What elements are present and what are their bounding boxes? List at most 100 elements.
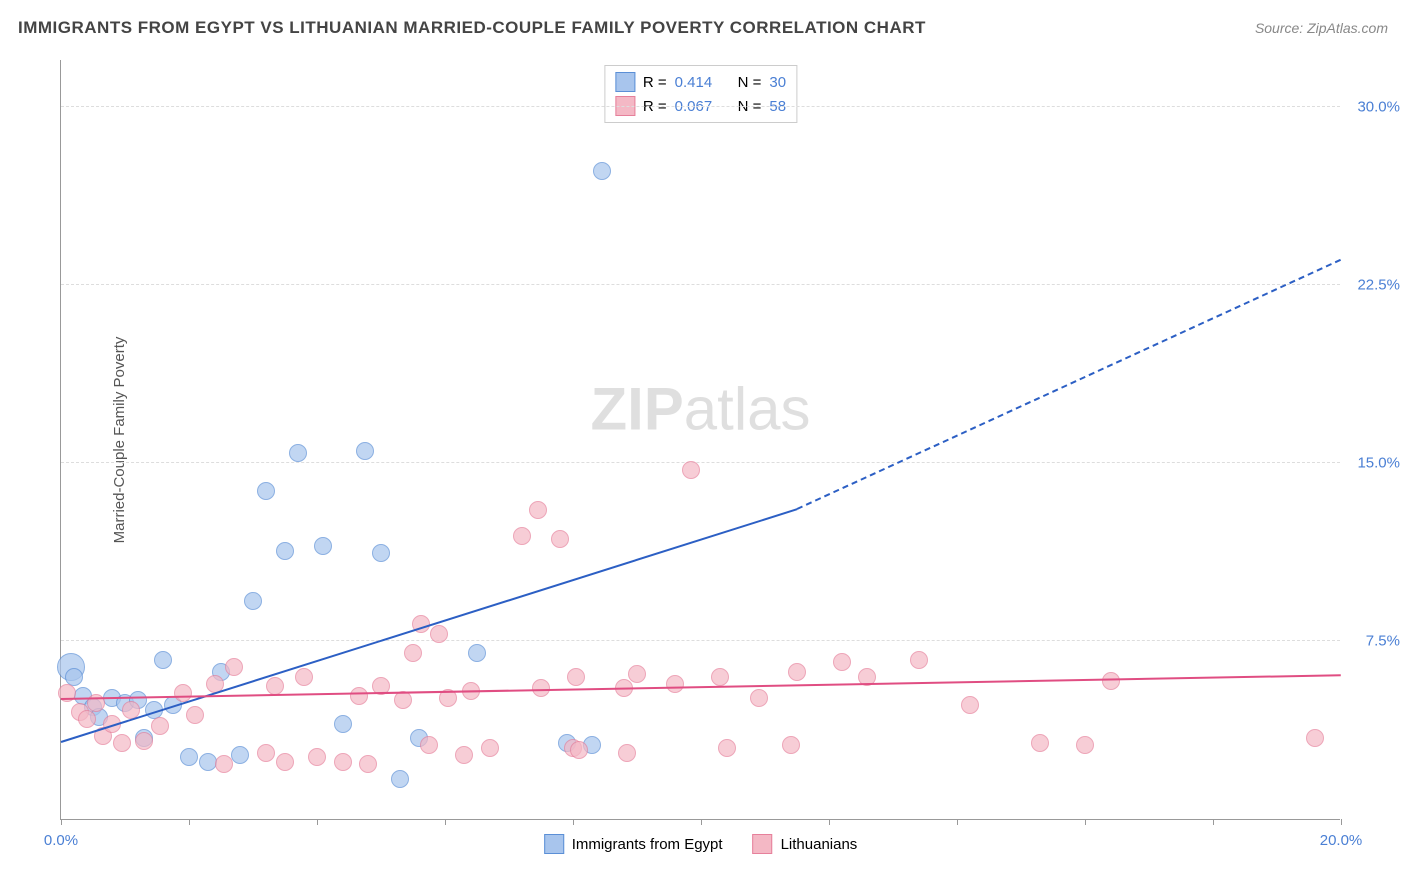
data-point (350, 687, 368, 705)
data-point (276, 542, 294, 560)
x-tick (573, 819, 574, 825)
legend-R-value: 0.414 (675, 74, 730, 91)
data-point (666, 675, 684, 693)
data-point (295, 668, 313, 686)
title-bar: IMMIGRANTS FROM EGYPT VS LITHUANIAN MARR… (18, 18, 1388, 38)
legend-R-label: R = (643, 74, 667, 91)
x-tick-label: 0.0% (44, 832, 78, 849)
data-point (455, 746, 473, 764)
data-point (718, 739, 736, 757)
legend-swatch (753, 834, 773, 854)
y-tick-label: 30.0% (1345, 98, 1400, 115)
data-point (529, 501, 547, 519)
data-point (186, 706, 204, 724)
data-point (404, 644, 422, 662)
x-tick (701, 819, 702, 825)
data-point (257, 482, 275, 500)
x-tick (829, 819, 830, 825)
y-axis-title: Married-Couple Family Poverty (111, 336, 128, 543)
x-tick (317, 819, 318, 825)
gridline (61, 640, 1340, 641)
data-point (430, 625, 448, 643)
legend-series: Immigrants from Egypt Lithuanians (544, 834, 858, 854)
data-point (1306, 729, 1324, 747)
y-tick-label: 15.0% (1345, 454, 1400, 471)
data-point (257, 744, 275, 762)
gridline (61, 462, 1340, 463)
watermark-bold: ZIP (590, 376, 683, 443)
gridline (61, 284, 1340, 285)
data-point (570, 741, 588, 759)
data-point (266, 677, 284, 695)
data-point (276, 753, 294, 771)
data-point (314, 537, 332, 555)
data-point (1076, 736, 1094, 754)
data-point (154, 651, 172, 669)
data-point (334, 753, 352, 771)
data-point (391, 770, 409, 788)
gridline (61, 106, 1340, 107)
data-point (289, 444, 307, 462)
data-point (782, 736, 800, 754)
data-point (372, 544, 390, 562)
data-point (225, 658, 243, 676)
data-point (513, 527, 531, 545)
data-point (481, 739, 499, 757)
data-point (567, 668, 585, 686)
y-tick-label: 7.5% (1345, 632, 1400, 649)
data-point (244, 592, 262, 610)
legend-swatch (544, 834, 564, 854)
data-point (359, 755, 377, 773)
data-point (750, 689, 768, 707)
trend-line (61, 508, 798, 743)
legend-series-item: Immigrants from Egypt (544, 834, 723, 854)
plot-area: Married-Couple Family Poverty ZIPatlas R… (60, 60, 1340, 820)
data-point (394, 691, 412, 709)
data-point (910, 651, 928, 669)
x-tick-label: 20.0% (1320, 832, 1363, 849)
data-point (151, 717, 169, 735)
data-point (65, 668, 83, 686)
watermark-rest: atlas (684, 376, 811, 443)
data-point (618, 744, 636, 762)
data-point (356, 442, 374, 460)
chart-title: IMMIGRANTS FROM EGYPT VS LITHUANIAN MARR… (18, 18, 926, 38)
legend-correlation: R =0.414N =30R =0.067N =58 (604, 65, 797, 123)
legend-series-label: Immigrants from Egypt (572, 836, 723, 853)
data-point (682, 461, 700, 479)
data-point (1031, 734, 1049, 752)
data-point (593, 162, 611, 180)
trend-line (61, 675, 1341, 701)
data-point (334, 715, 352, 733)
data-point (711, 668, 729, 686)
data-point (78, 710, 96, 728)
legend-N-label: N = (738, 74, 762, 91)
legend-N-value: 30 (769, 74, 786, 91)
trend-line (797, 259, 1342, 510)
data-point (1102, 672, 1120, 690)
data-point (420, 736, 438, 754)
data-point (551, 530, 569, 548)
data-point (215, 755, 233, 773)
data-point (113, 734, 131, 752)
legend-correlation-row: R = 0.414 N = 30 (615, 70, 786, 94)
source-label: Source: ZipAtlas.com (1255, 20, 1388, 36)
x-tick (1341, 819, 1342, 825)
data-point (788, 663, 806, 681)
data-point (833, 653, 851, 671)
legend-series-item: Lithuanians (753, 834, 858, 854)
data-point (308, 748, 326, 766)
x-tick (61, 819, 62, 825)
data-point (135, 732, 153, 750)
x-tick (1085, 819, 1086, 825)
data-point (468, 644, 486, 662)
x-tick (957, 819, 958, 825)
y-tick-label: 22.5% (1345, 276, 1400, 293)
x-tick (189, 819, 190, 825)
x-tick (1213, 819, 1214, 825)
data-point (231, 746, 249, 764)
watermark: ZIPatlas (590, 375, 810, 444)
x-tick (445, 819, 446, 825)
legend-series-label: Lithuanians (781, 836, 858, 853)
data-point (961, 696, 979, 714)
